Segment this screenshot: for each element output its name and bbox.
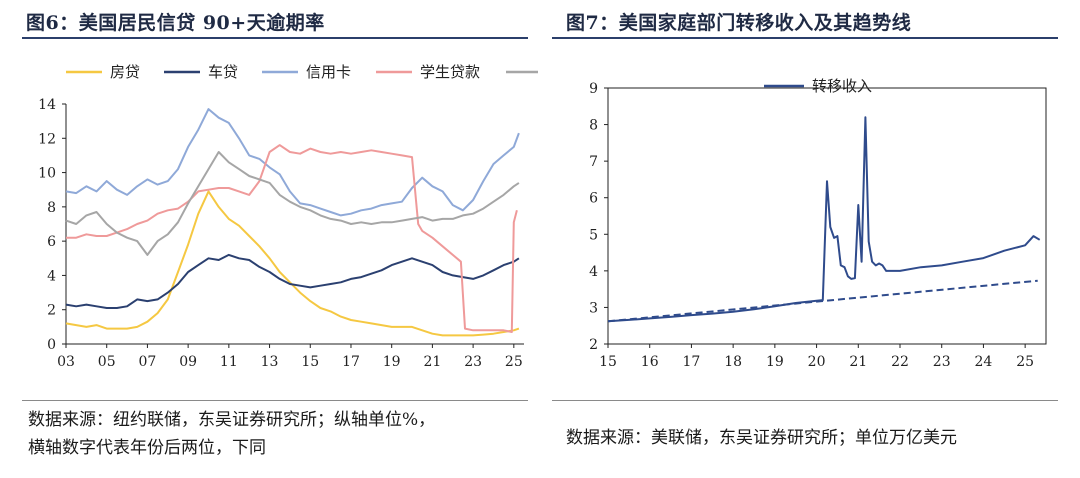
figure7-top-rule	[552, 37, 1058, 39]
x-tick-label: 09	[179, 354, 197, 370]
y-tick-label: 4	[47, 268, 56, 284]
x-tick-label: 11	[220, 354, 238, 370]
x-tick-label: 03	[57, 354, 75, 370]
x-tick-label: 25	[505, 354, 523, 370]
y-tick-label: 2	[589, 337, 598, 353]
x-tick-label: 25	[1016, 354, 1034, 370]
x-tick-label: 21	[423, 354, 441, 370]
x-tick-label: 19	[383, 354, 401, 370]
legend-label-e4bfa1e794a8e58da1: 信用卡	[306, 63, 351, 81]
legend-label-transfer-income: 转移收入	[812, 77, 872, 95]
y-tick-label: 6	[589, 191, 598, 207]
figure6-title: 图6：美国居民信贷 90+天逾期率	[26, 12, 325, 34]
series-line-e585b6e4bb96	[65, 151, 520, 256]
x-tick-label: 17	[342, 354, 360, 370]
x-tick-label: 23	[464, 354, 482, 370]
figure6-source-line2: 横轴数字代表年份后两位，下同	[28, 438, 266, 458]
series-line-e688bfe8b4b7	[65, 190, 520, 337]
y-tick-label: 8	[47, 200, 56, 216]
series-line-e8bda6e8b4b7	[65, 253, 520, 309]
series-line-e4bfa1e794a8e58da1	[65, 108, 520, 217]
y-tick-label: 12	[38, 131, 56, 147]
delinquency-rate-chart: 0 2 4 6 8 10 12 14 03 05 07 09 11 13 15 17 19 21 23 25 房贷 车贷 信…	[38, 63, 538, 370]
plot-frame	[607, 87, 1047, 345]
x-tick-label: 16	[641, 354, 659, 370]
x-tick-label: 17	[683, 354, 701, 370]
x-tick-label: 13	[261, 354, 279, 370]
y-tick-label: 10	[38, 166, 56, 182]
y-tick-label: 5	[589, 227, 598, 243]
y-tick-label: 14	[38, 97, 56, 113]
x-tick-label: 15	[599, 354, 617, 370]
y-tick-label: 3	[589, 300, 598, 316]
figure6-source-note: 数据来源：纽约联储，东吴证券研究所；纵轴单位%， 横轴数字代表年份后两位，下同	[28, 406, 528, 462]
y-tick-label: 2	[47, 303, 56, 319]
series-line-e8b68be58abfe7babf	[607, 279, 1038, 323]
y-tick-label: 4	[589, 264, 598, 280]
figure6-top-rule	[22, 37, 528, 39]
series-line-e5ada6e7949fe8b4b7e6acbe	[66, 144, 518, 333]
x-tick-label: 19	[766, 354, 784, 370]
x-tick-label: 21	[849, 354, 867, 370]
x-tick-label: 15	[301, 354, 319, 370]
y-tick-label: 8	[589, 118, 598, 134]
legend-label-e8bda6e8b4b7: 车贷	[208, 63, 238, 81]
series-line-e8bdace7a7bbe694b6e585a5	[607, 116, 1041, 323]
legend-label-e688bfe8b4b7: 房贷	[110, 63, 140, 81]
y-tick-label: 6	[47, 234, 56, 250]
x-tick-label: 07	[139, 354, 157, 370]
figure6-bottom-rule	[22, 400, 528, 401]
figure7-bottom-rule	[552, 400, 1058, 401]
figure7-title: 图7：美国家庭部门转移收入及其趋势线	[566, 12, 912, 34]
x-tick-label: 05	[98, 354, 116, 370]
legend-label-e5ada6e7949fe8b4b7e6acbe: 学生贷款	[420, 63, 480, 81]
y-tick-label: 9	[589, 81, 598, 97]
x-tick-label: 22	[891, 354, 909, 370]
y-tick-label: 0	[47, 337, 56, 353]
x-tick-label: 24	[975, 354, 993, 370]
figure7-source-note: 数据来源：美联储，东吴证券研究所；单位万亿美元	[566, 428, 957, 448]
x-tick-label: 20	[808, 354, 826, 370]
x-tick-label: 23	[933, 354, 951, 370]
x-tick-label: 18	[724, 354, 742, 370]
y-tick-label: 7	[589, 154, 598, 170]
figure6-source-line1: 数据来源：纽约联储，东吴证券研究所；纵轴单位%，	[28, 410, 436, 430]
